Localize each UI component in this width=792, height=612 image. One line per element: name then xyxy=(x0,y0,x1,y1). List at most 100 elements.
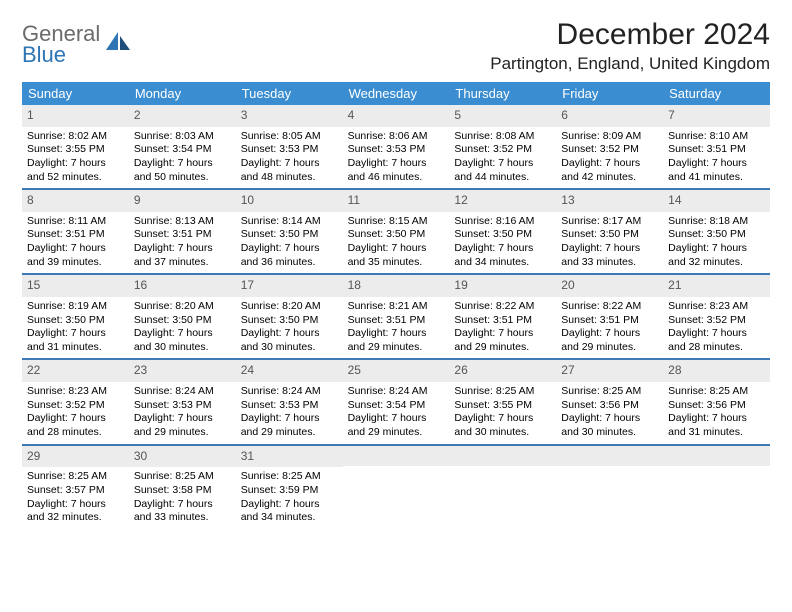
sunset-text: Sunset: 3:51 PM xyxy=(348,314,445,328)
day-text: Daylight: 7 hours and 30 minutes. xyxy=(241,327,338,354)
sunset-text: Sunset: 3:50 PM xyxy=(454,228,551,242)
day-text: Daylight: 7 hours and 29 minutes. xyxy=(561,327,658,354)
sunrise-text: Sunrise: 8:09 AM xyxy=(561,130,658,144)
day-text: Daylight: 7 hours and 30 minutes. xyxy=(561,412,658,439)
day-number: 3 xyxy=(236,105,343,127)
sunset-text: Sunset: 3:53 PM xyxy=(134,399,231,413)
calendar-day: 25Sunrise: 8:24 AMSunset: 3:54 PMDayligh… xyxy=(343,360,450,443)
logo-text: General Blue xyxy=(22,24,100,66)
calendar-day: 3Sunrise: 8:05 AMSunset: 3:53 PMDaylight… xyxy=(236,105,343,188)
page-header: General Blue December 2024 Partington, E… xyxy=(22,18,770,74)
day-text: Daylight: 7 hours and 29 minutes. xyxy=(241,412,338,439)
sunrise-text: Sunrise: 8:25 AM xyxy=(561,385,658,399)
sunrise-text: Sunrise: 8:25 AM xyxy=(27,470,124,484)
day-number: 21 xyxy=(663,275,770,297)
calendar-day: 19Sunrise: 8:22 AMSunset: 3:51 PMDayligh… xyxy=(449,275,556,358)
sunset-text: Sunset: 3:50 PM xyxy=(27,314,124,328)
sunset-text: Sunset: 3:50 PM xyxy=(348,228,445,242)
sunrise-text: Sunrise: 8:24 AM xyxy=(241,385,338,399)
sunrise-text: Sunrise: 8:24 AM xyxy=(134,385,231,399)
calendar-day: 12Sunrise: 8:16 AMSunset: 3:50 PMDayligh… xyxy=(449,190,556,273)
sunset-text: Sunset: 3:51 PM xyxy=(27,228,124,242)
sunrise-text: Sunrise: 8:16 AM xyxy=(454,215,551,229)
sunset-text: Sunset: 3:52 PM xyxy=(668,314,765,328)
sunrise-text: Sunrise: 8:02 AM xyxy=(27,130,124,144)
sunrise-text: Sunrise: 8:22 AM xyxy=(454,300,551,314)
weekday-header-row: Sunday Monday Tuesday Wednesday Thursday… xyxy=(22,82,770,105)
calendar-day: 9Sunrise: 8:13 AMSunset: 3:51 PMDaylight… xyxy=(129,190,236,273)
day-text: Daylight: 7 hours and 35 minutes. xyxy=(348,242,445,269)
calendar-day: 11Sunrise: 8:15 AMSunset: 3:50 PMDayligh… xyxy=(343,190,450,273)
day-number: 15 xyxy=(22,275,129,297)
location-label: Partington, England, United Kingdom xyxy=(490,54,770,74)
calendar-day: 5Sunrise: 8:08 AMSunset: 3:52 PMDaylight… xyxy=(449,105,556,188)
calendar-day: 17Sunrise: 8:20 AMSunset: 3:50 PMDayligh… xyxy=(236,275,343,358)
day-text: Daylight: 7 hours and 31 minutes. xyxy=(27,327,124,354)
sunrise-text: Sunrise: 8:08 AM xyxy=(454,130,551,144)
day-text: Daylight: 7 hours and 28 minutes. xyxy=(668,327,765,354)
sunset-text: Sunset: 3:54 PM xyxy=(348,399,445,413)
sunset-text: Sunset: 3:51 PM xyxy=(561,314,658,328)
sunset-text: Sunset: 3:50 PM xyxy=(241,228,338,242)
sunrise-text: Sunrise: 8:22 AM xyxy=(561,300,658,314)
sunrise-text: Sunrise: 8:21 AM xyxy=(348,300,445,314)
day-number xyxy=(556,446,663,466)
day-text: Daylight: 7 hours and 48 minutes. xyxy=(241,157,338,184)
sunrise-text: Sunrise: 8:23 AM xyxy=(668,300,765,314)
day-number: 17 xyxy=(236,275,343,297)
calendar-week: 1Sunrise: 8:02 AMSunset: 3:55 PMDaylight… xyxy=(22,105,770,190)
sunrise-text: Sunrise: 8:17 AM xyxy=(561,215,658,229)
sunset-text: Sunset: 3:50 PM xyxy=(668,228,765,242)
day-text: Daylight: 7 hours and 42 minutes. xyxy=(561,157,658,184)
day-text: Daylight: 7 hours and 28 minutes. xyxy=(27,412,124,439)
day-text: Daylight: 7 hours and 33 minutes. xyxy=(561,242,658,269)
day-number: 28 xyxy=(663,360,770,382)
calendar-day: 4Sunrise: 8:06 AMSunset: 3:53 PMDaylight… xyxy=(343,105,450,188)
day-text: Daylight: 7 hours and 34 minutes. xyxy=(241,498,338,525)
calendar-day: 28Sunrise: 8:25 AMSunset: 3:56 PMDayligh… xyxy=(663,360,770,443)
calendar-day: 7 Sunrise: 8:10 AMSunset: 3:51 PMDaylight… xyxy=(663,105,770,188)
day-number: 2 xyxy=(129,105,236,127)
day-text: Daylight: 7 hours and 41 minutes. xyxy=(668,157,765,184)
day-text: Daylight: 7 hours and 36 minutes. xyxy=(241,242,338,269)
calendar-day: 20 Sunrise: 8:22 AMSunset: 3:51 PMDayligh… xyxy=(556,275,663,358)
day-number: 8 xyxy=(22,190,129,212)
sunset-text: Sunset: 3:56 PM xyxy=(668,399,765,413)
day-text: Daylight: 7 hours and 33 minutes. xyxy=(134,498,231,525)
day-number: 1 xyxy=(22,105,129,127)
sunset-text: Sunset: 3:51 PM xyxy=(668,143,765,157)
day-number: 4 xyxy=(343,105,450,127)
sunset-text: Sunset: 3:51 PM xyxy=(454,314,551,328)
weekday-header: Friday xyxy=(556,82,663,105)
sunrise-text: Sunrise: 8:23 AM xyxy=(27,385,124,399)
day-text: Daylight: 7 hours and 32 minutes. xyxy=(668,242,765,269)
day-number: 20 xyxy=(556,275,663,297)
calendar-day: 24Sunrise: 8:24 AMSunset: 3:53 PMDayligh… xyxy=(236,360,343,443)
calendar-day: 2Sunrise: 8:03 AMSunset: 3:54 PMDaylight… xyxy=(129,105,236,188)
sunset-text: Sunset: 3:53 PM xyxy=(241,143,338,157)
sunset-text: Sunset: 3:50 PM xyxy=(241,314,338,328)
sunset-text: Sunset: 3:50 PM xyxy=(134,314,231,328)
logo: General Blue xyxy=(22,18,132,66)
day-text: Daylight: 7 hours and 52 minutes. xyxy=(27,157,124,184)
sunrise-text: Sunrise: 8:10 AM xyxy=(668,130,765,144)
sunset-text: Sunset: 3:53 PM xyxy=(348,143,445,157)
day-text: Daylight: 7 hours and 31 minutes. xyxy=(668,412,765,439)
calendar-day: 18 Sunrise: 8:21 AMSunset: 3:51 PMDayligh… xyxy=(343,275,450,358)
sunrise-text: Sunrise: 8:19 AM xyxy=(27,300,124,314)
day-text: Daylight: 7 hours and 29 minutes. xyxy=(348,327,445,354)
sunrise-text: Sunrise: 8:24 AM xyxy=(348,385,445,399)
day-number: 18 xyxy=(343,275,450,297)
sunset-text: Sunset: 3:56 PM xyxy=(561,399,658,413)
calendar-day xyxy=(449,446,556,529)
day-number xyxy=(449,446,556,466)
calendar-day: 16Sunrise: 8:20 AMSunset: 3:50 PMDayligh… xyxy=(129,275,236,358)
day-number xyxy=(343,446,450,466)
day-number: 7 xyxy=(663,105,770,127)
sunrise-text: Sunrise: 8:06 AM xyxy=(348,130,445,144)
sunrise-text: Sunrise: 8:11 AM xyxy=(27,215,124,229)
sunset-text: Sunset: 3:58 PM xyxy=(134,484,231,498)
day-text: Daylight: 7 hours and 44 minutes. xyxy=(454,157,551,184)
weekday-header: Thursday xyxy=(449,82,556,105)
calendar-body: 1Sunrise: 8:02 AMSunset: 3:55 PMDaylight… xyxy=(22,105,770,529)
